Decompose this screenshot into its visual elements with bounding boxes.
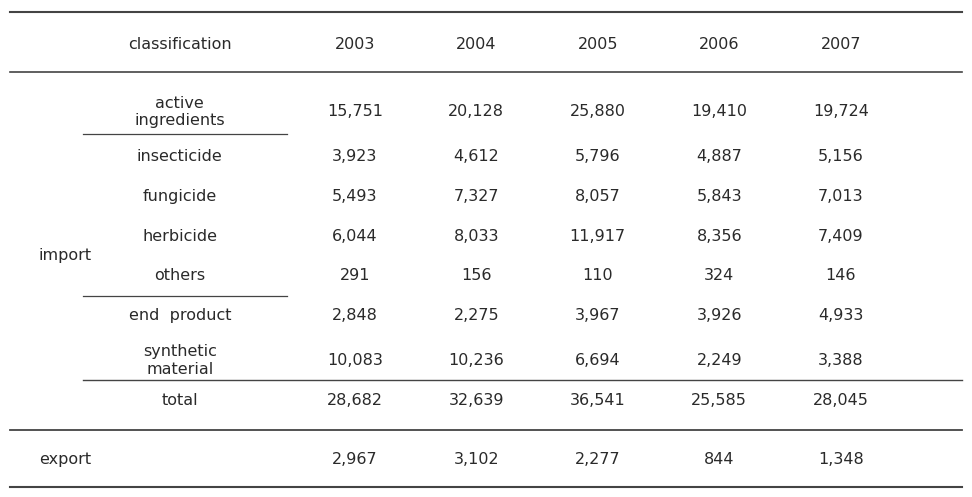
Text: 5,493: 5,493: [332, 189, 377, 204]
Text: 110: 110: [582, 268, 613, 283]
Text: 4,887: 4,887: [696, 149, 743, 164]
Text: 4,612: 4,612: [453, 149, 500, 164]
Text: 2004: 2004: [456, 37, 497, 52]
Text: 2,277: 2,277: [575, 452, 620, 467]
Text: 6,044: 6,044: [332, 229, 377, 244]
Text: active
ingredients: active ingredients: [134, 95, 226, 128]
Text: 7,013: 7,013: [818, 189, 863, 204]
Text: export: export: [39, 452, 91, 467]
Text: 36,541: 36,541: [570, 393, 626, 408]
Text: 2003: 2003: [334, 37, 375, 52]
Text: herbicide: herbicide: [142, 229, 218, 244]
Text: 3,388: 3,388: [818, 353, 863, 368]
Text: 2006: 2006: [699, 37, 740, 52]
Text: 19,410: 19,410: [691, 104, 747, 119]
Text: fungicide: fungicide: [143, 189, 217, 204]
Text: 5,843: 5,843: [697, 189, 742, 204]
Text: total: total: [161, 393, 198, 408]
Text: 3,967: 3,967: [575, 308, 620, 323]
Text: 25,585: 25,585: [691, 393, 747, 408]
Text: 2,249: 2,249: [697, 353, 742, 368]
Text: 2,967: 2,967: [332, 452, 377, 467]
Text: insecticide: insecticide: [137, 149, 223, 164]
Text: 10,083: 10,083: [327, 353, 383, 368]
Text: 2005: 2005: [577, 37, 618, 52]
Text: classification: classification: [128, 37, 231, 52]
Text: 6,694: 6,694: [575, 353, 620, 368]
Text: 8,033: 8,033: [454, 229, 499, 244]
Text: 3,926: 3,926: [697, 308, 742, 323]
Text: 2007: 2007: [820, 37, 861, 52]
Text: 3,923: 3,923: [332, 149, 377, 164]
Text: 20,128: 20,128: [448, 104, 504, 119]
Text: synthetic
material: synthetic material: [143, 344, 217, 377]
Text: 844: 844: [704, 452, 735, 467]
Text: 5,156: 5,156: [817, 149, 864, 164]
Text: 2,848: 2,848: [331, 308, 378, 323]
Text: 7,327: 7,327: [454, 189, 499, 204]
Text: 4,933: 4,933: [818, 308, 863, 323]
Text: 8,057: 8,057: [574, 189, 621, 204]
Text: 291: 291: [339, 268, 370, 283]
Text: 28,682: 28,682: [327, 393, 383, 408]
Text: others: others: [155, 268, 205, 283]
Text: import: import: [39, 248, 92, 263]
Text: 7,409: 7,409: [818, 229, 863, 244]
Text: 5,796: 5,796: [575, 149, 620, 164]
Text: 2,275: 2,275: [454, 308, 499, 323]
Text: 19,724: 19,724: [813, 104, 869, 119]
Text: 3,102: 3,102: [454, 452, 499, 467]
Text: 10,236: 10,236: [448, 353, 504, 368]
Text: 146: 146: [825, 268, 856, 283]
Text: end  product: end product: [128, 308, 231, 323]
Text: 11,917: 11,917: [570, 229, 626, 244]
Text: 156: 156: [461, 268, 492, 283]
Text: 32,639: 32,639: [448, 393, 504, 408]
Text: 324: 324: [704, 268, 735, 283]
Text: 28,045: 28,045: [813, 393, 869, 408]
Text: 1,348: 1,348: [817, 452, 864, 467]
Text: 25,880: 25,880: [570, 104, 626, 119]
Text: 8,356: 8,356: [697, 229, 742, 244]
Text: 15,751: 15,751: [327, 104, 383, 119]
